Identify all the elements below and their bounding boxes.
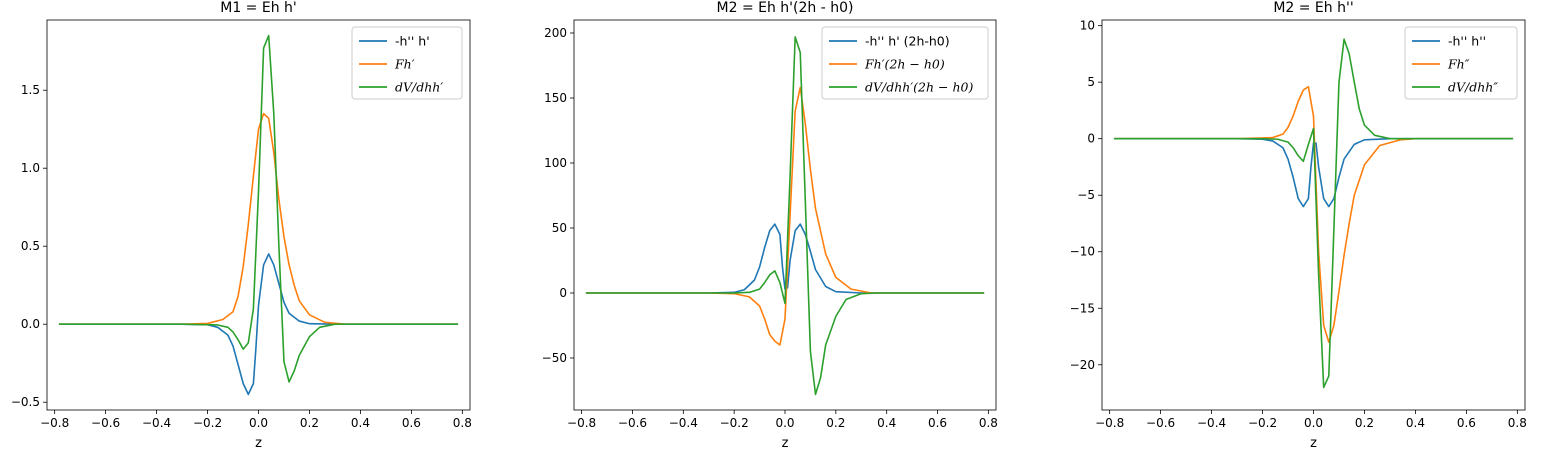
x-tick-label: 0.4 [1406,416,1425,430]
x-tick-label: 0.0 [249,416,268,430]
x-tick-label: 0.8 [453,416,472,430]
y-tick-label: 0.5 [21,239,40,253]
legend-label: dV/dhh′ [395,80,443,95]
x-tick-label: −0.8 [567,416,596,430]
legend [821,26,989,100]
y-tick-label: 0.0 [21,317,40,331]
x-tick-label: 0.8 [1508,416,1527,430]
legend-label: Fh′ [394,57,415,72]
x-tick-label: 0.2 [1355,416,1374,430]
legend-label: dV/dhh′(2h − h0) [865,80,973,95]
x-tick-label: −0.6 [1146,416,1175,430]
subplot-1: M1 = Eh h' −0.8 −0.6 −0.4 −0.2 0.0 0.2 0.4 0.6 0.… [11,0,472,450]
y-tick-label: −10 [1070,245,1095,259]
y-tick-label: −50 [542,351,567,365]
x-tick-label: −0.2 [720,416,749,430]
legend [351,26,463,100]
x-tick-label: 0.6 [1457,416,1476,430]
y-tick-label: −5 [1077,188,1095,202]
series-line-3 [1113,38,1514,389]
x-tick-label: −0.8 [40,416,69,430]
x-tick-label: −0.8 [1095,416,1124,430]
legend-label: -h'' h'' [1448,34,1486,49]
x-tick-label: 0.6 [928,416,947,430]
subplot-2: M2 = Eh h'(2h - h0) −0.8 −0.6 −0.4 −0.2 0.0 0.… [542,0,998,450]
series-line-3 [58,34,459,383]
series-line-2 [585,86,985,346]
y-tick-label: −0.5 [11,395,40,409]
series-line-3 [585,36,985,396]
series-line-2 [1113,85,1514,343]
legend [1404,26,1518,100]
legend-label: -h'' h' (2h-h0) [865,34,950,49]
y-tick-label: 150 [544,91,567,105]
y-tick-label: 100 [544,156,567,170]
x-tick-label: 0.2 [826,416,845,430]
x-tick-label: 0.0 [775,416,794,430]
x-tick-label: 0.4 [877,416,896,430]
legend-label: -h'' h' [395,34,430,49]
x-tick-label: 0.6 [402,416,421,430]
y-tick-label: −20 [1070,358,1095,372]
y-tick-label: 50 [552,221,567,235]
chart-title: M1 = Eh h' [220,0,297,16]
x-tick-label: −0.2 [1248,416,1277,430]
series-line-1 [58,253,459,396]
chart-title: M2 = Eh h'' [1273,0,1353,16]
legend-label: Fh′(2h − h0) [864,57,945,72]
x-tick-label: 0.4 [351,416,370,430]
y-tick-label: 1.5 [21,83,40,97]
y-tick-label: 5 [1087,75,1095,89]
x-axis-label: z [255,436,262,450]
y-tick-label: −15 [1070,301,1095,315]
legend-label: dV/dhh″ [1448,80,1498,95]
x-axis-label: z [1310,436,1317,450]
y-tick-label: 10 [1080,19,1095,33]
y-tick-label: 200 [544,26,567,40]
x-tick-label: 0.2 [300,416,319,430]
x-tick-label: −0.4 [142,416,171,430]
y-tick-label: 0 [1087,132,1095,146]
chart-title: M2 = Eh h'(2h - h0) [717,0,854,16]
subplot-3: M2 = Eh h'' −0.8 −0.6 −0.4 −0.2 0.0 0.2 0.4 0.6 0… [1070,0,1527,450]
y-tick-label: 0 [559,286,567,300]
x-tick-label: −0.2 [193,416,222,430]
x-tick-label: 0.0 [1304,416,1323,430]
x-tick-label: −0.6 [618,416,647,430]
y-tick-label: 1.0 [21,161,40,175]
legend-label: Fh″ [1447,57,1470,72]
x-tick-label: −0.4 [1197,416,1226,430]
series-line-2 [58,112,459,325]
x-tick-label: −0.6 [91,416,120,430]
x-axis-label: z [782,436,789,450]
x-tick-label: −0.4 [669,416,698,430]
x-tick-label: 0.8 [979,416,998,430]
